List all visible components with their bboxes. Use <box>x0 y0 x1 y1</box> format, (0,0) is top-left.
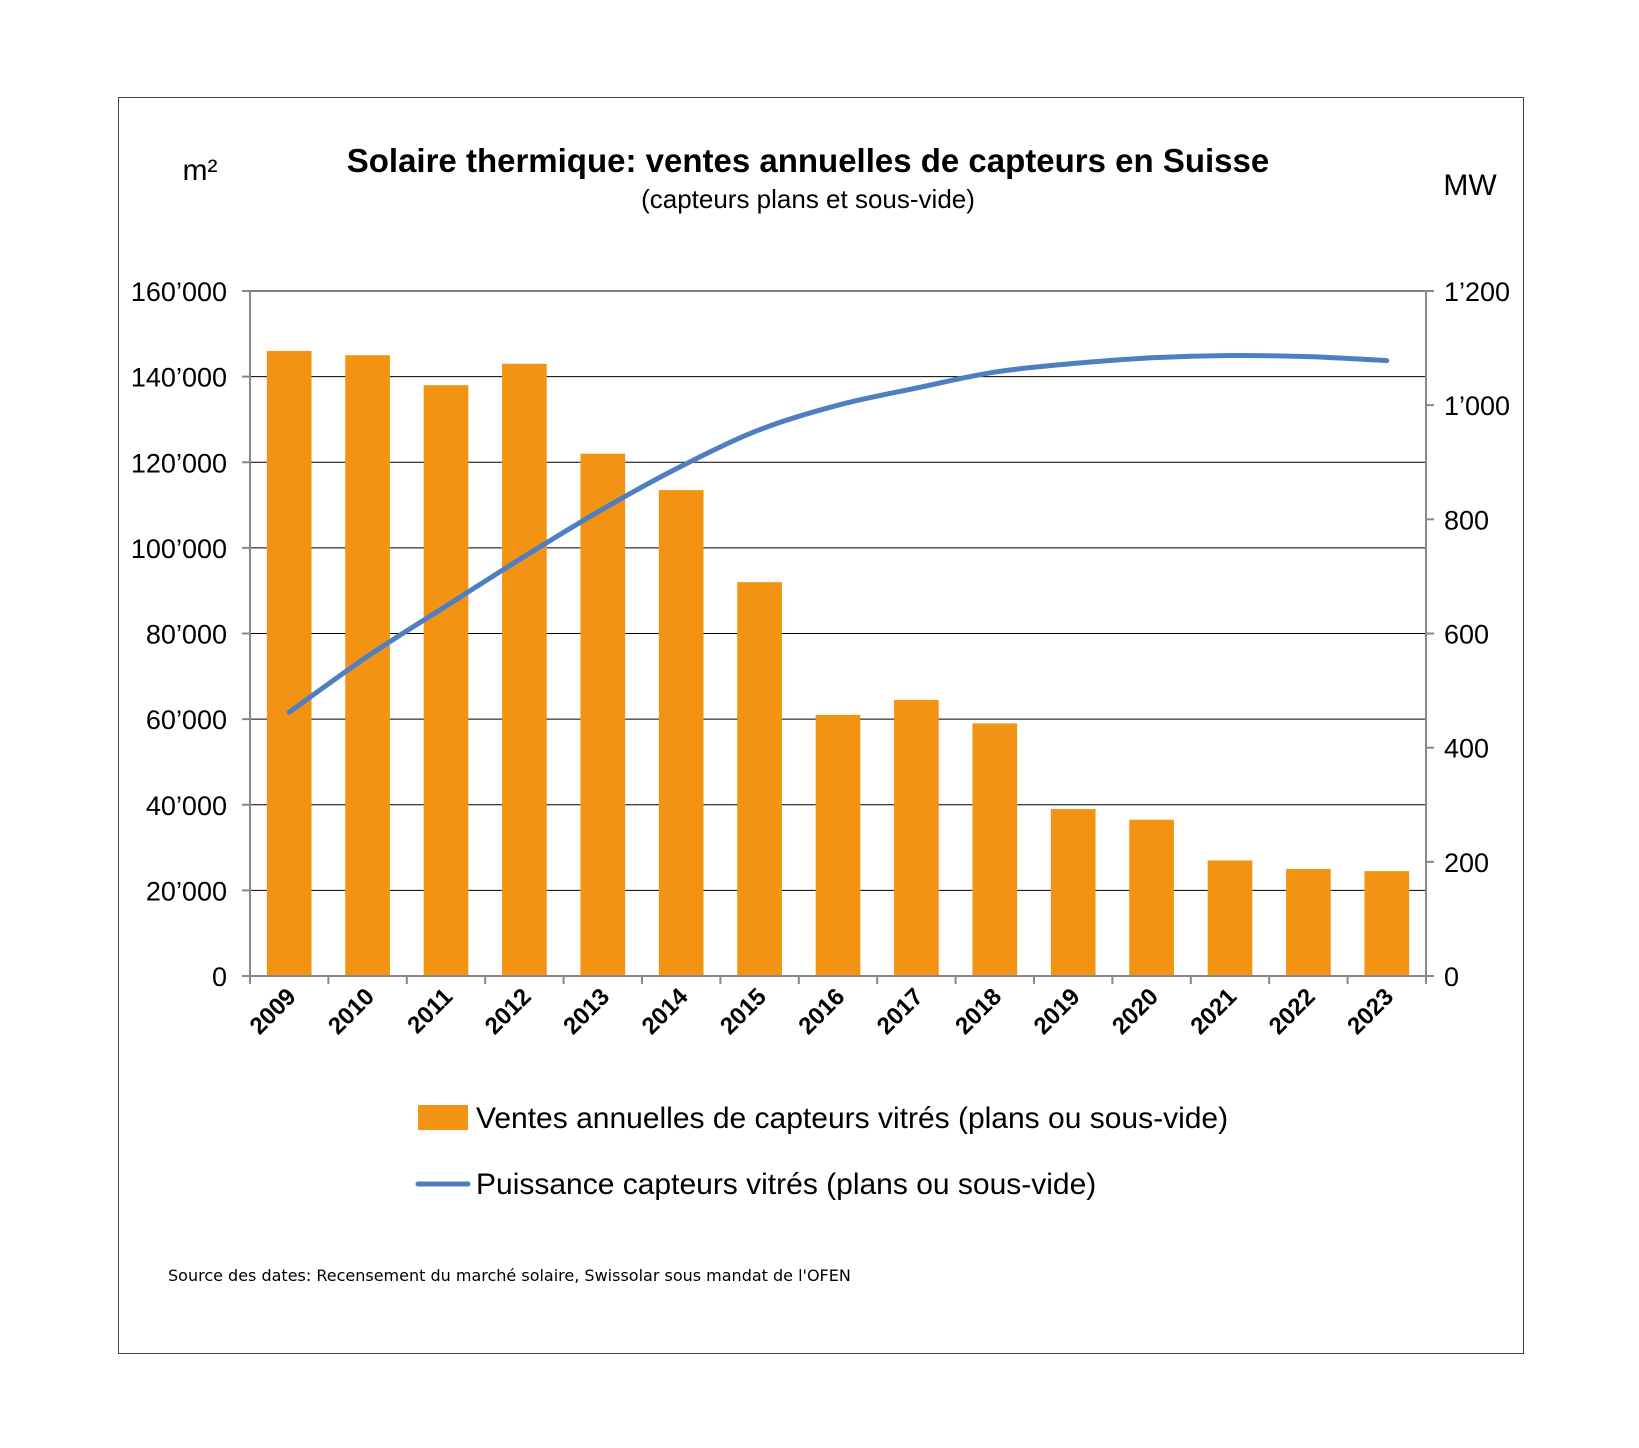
legend-bar-label: Ventes annuelles de capteurs vitrés (pla… <box>476 1102 1228 1135</box>
source-note: Source des dates: Recensement du marché … <box>168 1266 851 1285</box>
bar <box>658 490 704 976</box>
x-tick-label: 2010 <box>323 983 380 1040</box>
axes <box>242 290 1434 984</box>
bar <box>972 723 1018 976</box>
left-tick-label: 20’000 <box>146 876 227 906</box>
bar <box>1050 809 1096 976</box>
x-tick-label: 2020 <box>1107 983 1164 1040</box>
left-axis-unit: m² <box>183 154 218 187</box>
bar <box>737 582 782 976</box>
legend: Ventes annuelles de capteurs vitrés (pla… <box>415 1102 1228 1201</box>
x-tick-label: 2013 <box>558 983 615 1040</box>
left-tick-label: 80’000 <box>146 620 227 650</box>
bar <box>580 453 626 976</box>
right-tick-label: 600 <box>1444 620 1489 650</box>
x-tick-label: 2023 <box>1342 983 1399 1040</box>
left-tick-label: 0 <box>212 962 227 992</box>
chart-subtitle: (capteurs plans et sous-vide) <box>641 184 975 214</box>
x-tick-labels: 2009 2010 2011 2012 2013 2014 2015 2016 2017 2018… <box>245 983 1399 1040</box>
x-tick-label: 2011 <box>402 983 458 1039</box>
bar <box>266 350 312 976</box>
x-tick-label: 2009 <box>245 983 302 1040</box>
right-tick-label: 1’000 <box>1444 391 1510 421</box>
left-tick-label: 40’000 <box>146 791 227 821</box>
x-tick-label: 2015 <box>715 983 772 1040</box>
bar-series <box>266 350 1410 976</box>
x-tick-label: 2018 <box>950 983 1007 1040</box>
bar <box>502 363 547 976</box>
bar <box>1364 871 1410 976</box>
bar <box>423 385 469 976</box>
x-tick-label: 2016 <box>793 983 850 1040</box>
right-tick-labels: 0 200 400 600 800 1’000 1’200 <box>1444 277 1510 992</box>
bar <box>1207 860 1253 976</box>
x-tick-label: 2019 <box>1029 983 1086 1040</box>
right-tick-label: 400 <box>1444 734 1489 764</box>
right-tick-label: 0 <box>1444 962 1459 992</box>
x-tick-label: 2012 <box>480 983 537 1040</box>
chart-title: Solaire thermique: ventes annuelles de c… <box>347 142 1270 179</box>
bar <box>1286 868 1331 976</box>
right-axis-unit: MW <box>1443 169 1497 202</box>
x-tick-label: 2014 <box>637 983 694 1040</box>
right-tick-label: 1’200 <box>1444 277 1510 307</box>
line-series <box>286 352 1390 715</box>
right-tick-label: 800 <box>1444 505 1489 535</box>
series-line <box>286 352 1390 715</box>
legend-bar-swatch <box>418 1105 468 1130</box>
left-tick-label: 160’000 <box>131 277 227 307</box>
legend-line-label: Puissance capteurs vitrés (plans ou sous… <box>476 1168 1096 1201</box>
x-tick-label: 2022 <box>1264 983 1321 1040</box>
left-tick-labels: 0 20’000 40’000 60’000 80’000 100’000 120’000 1… <box>131 277 227 992</box>
right-tick-label: 200 <box>1444 848 1489 878</box>
left-tick-label: 100’000 <box>131 534 227 564</box>
left-tick-label: 60’000 <box>146 705 227 735</box>
x-tick-label: 2017 <box>872 983 929 1040</box>
x-tick-label: 2021 <box>1185 983 1242 1040</box>
bar <box>1129 819 1174 976</box>
left-tick-label: 140’000 <box>131 363 227 393</box>
bar <box>894 699 939 976</box>
left-tick-label: 120’000 <box>131 448 227 478</box>
chart-frame <box>118 97 1524 1354</box>
bar <box>815 714 861 976</box>
